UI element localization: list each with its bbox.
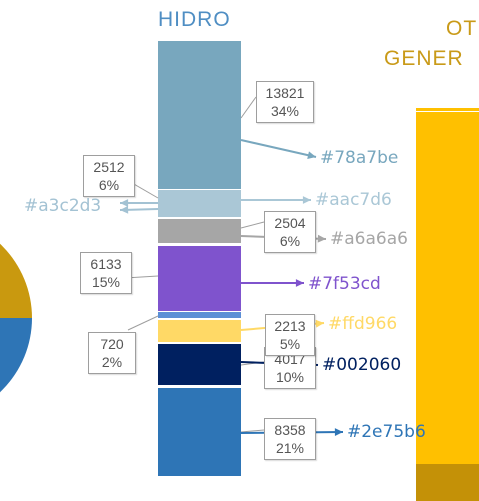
callout-percent: 6% [279,233,301,249]
hidro-seg-yellow [158,320,241,342]
hidro-seg-light-blue [158,190,241,217]
callout-6133: 6133 15% [80,252,132,294]
callout-value: 8358 [274,422,306,438]
arrow-2e75b6-head [334,428,343,436]
hex-label-2e75b6: #2e75b6 [347,422,426,442]
callout-percent: 5% [279,336,301,352]
callout-value: 13821 [265,85,305,101]
pie-slice-blue [0,318,32,393]
callout-value: 720 [100,336,124,352]
pie-fragment [0,243,32,393]
callout-value: 2504 [274,215,306,231]
callout-2512: 2512 6% [83,155,135,197]
hidro-stacked-bar [158,41,241,476]
pointer-2504 [240,221,265,229]
hidro-seg-blue [158,388,241,476]
pie-slice-gold [0,243,32,318]
arrow-78a7be [240,139,317,158]
callout-2213: 2213 5% [265,314,315,356]
callout-13821: 13821 34% [256,81,314,123]
other-title-line2: GENER [384,47,464,70]
hidro-seg-navy [158,344,241,385]
arrow-a3c2d3b-head [120,205,129,214]
hex-label-a3c2d3: #a3c2d3 [24,196,102,216]
callout-value: 2512 [93,159,125,175]
other-bar-base [416,464,479,501]
callout-percent: 21% [275,440,305,456]
callout-value: 2213 [274,318,306,334]
callout-percent: 6% [98,177,120,193]
arrow-a3c2d3-head [120,199,129,207]
hex-label-a6a6a6: #a6a6a6 [330,229,408,249]
hidro-seg-steel-blue [158,41,241,189]
callout-2504: 2504 6% [264,211,316,253]
hex-label-002060: #002060 [322,355,402,375]
pointer-13821 [240,96,257,119]
hex-label-ffd966: #ffd966 [328,314,398,334]
hex-label-7f53cd: #7f53cd [308,274,381,294]
hidro-seg-gray [158,219,241,243]
hex-label-78a7be: #78a7be [320,148,399,168]
callout-percent: 10% [275,369,305,385]
hex-label-aac7d6: #aac7d6 [315,190,392,210]
callout-percent: 34% [270,103,300,119]
callout-percent: 15% [91,274,121,290]
hidro-title: HIDRO [158,8,231,31]
hidro-seg-thin-blue [158,312,241,318]
other-bar [416,112,479,464]
pointer-8358 [240,429,265,433]
arrow-78a7be-head [307,151,316,160]
hidro-seg-purple [158,246,241,311]
callout-percent: 2% [101,354,123,370]
callout-8358: 8358 21% [264,418,316,460]
arrow-ffd966-head [315,319,324,328]
other-bar-top-line [416,108,479,111]
callout-value: 6133 [90,256,122,272]
callout-720: 720 2% [88,332,136,374]
pointer-720 [127,315,159,331]
other-title-line1: OT [446,17,478,40]
arrow-a6a6a6-head [317,234,326,243]
arrow-7f53cd-head [295,279,304,287]
arrow-aac7d6-head [302,196,311,204]
